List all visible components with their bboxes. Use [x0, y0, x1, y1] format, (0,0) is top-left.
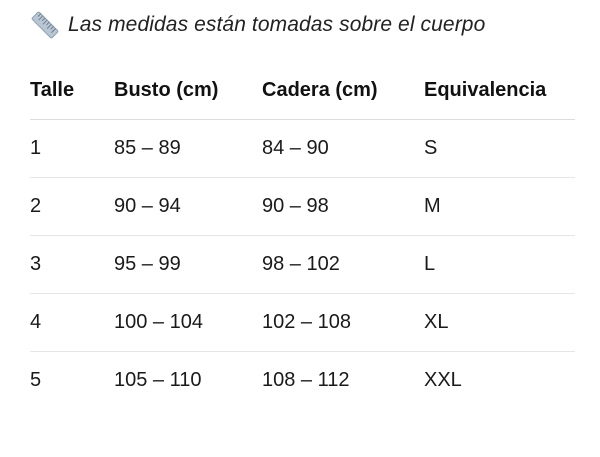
- cell-cadera: 90 – 98: [262, 177, 424, 236]
- cell-busto: 105 – 110: [114, 369, 202, 391]
- cell-equivalencia: L: [424, 235, 575, 294]
- cell-busto: 95 – 99: [114, 235, 262, 294]
- cell-equivalencia: M: [424, 177, 575, 236]
- cell-talle: 2: [30, 177, 114, 236]
- cell-cadera: 102 – 108: [262, 293, 424, 352]
- header-busto: Busto (cm): [114, 62, 262, 120]
- table-row: 3 95 – 99 98 – 102 L: [30, 235, 575, 294]
- cell-cadera: 98 – 102: [262, 235, 424, 294]
- cell-talle: 4: [30, 293, 114, 352]
- header-equivalencia: Equivalencia: [424, 62, 575, 120]
- cell-talle: 1: [30, 119, 114, 178]
- cell-busto: 100 – 104: [114, 293, 262, 352]
- ruler-icon: [31, 11, 59, 39]
- cell-equivalencia: XL: [424, 293, 575, 352]
- table-row: 4 100 – 104 102 – 108 XL: [30, 293, 575, 352]
- note-text: Las medidas están tomadas sobre el cuerp…: [68, 13, 486, 36]
- header-cadera: Cadera (cm): [262, 62, 424, 120]
- cell-equivalencia: S: [424, 119, 575, 178]
- cell-cadera: 108 – 112: [262, 369, 350, 391]
- size-table: Talle Busto (cm) Cadera (cm) Equivalenci…: [30, 62, 575, 409]
- table-row: 2 90 – 94 90 – 98 M: [30, 177, 575, 236]
- cell-busto: 90 – 94: [114, 177, 262, 236]
- cell-cadera: 84 – 90: [262, 119, 424, 178]
- cell-talle: 3: [30, 235, 114, 294]
- table-header-row: Talle Busto (cm) Cadera (cm) Equivalenci…: [30, 62, 575, 120]
- header-talle: Talle: [30, 62, 114, 120]
- table-row: 1 85 – 89 84 – 90 S: [30, 119, 575, 178]
- cell-talle: 5: [30, 369, 42, 391]
- cell-equivalencia: XXL: [424, 369, 462, 391]
- cell-busto: 85 – 89: [114, 119, 262, 178]
- table-row: 5 105 – 110 108 – 112 XXL: [30, 352, 575, 410]
- measurement-note: Las medidas están tomadas sobre el cuerp…: [30, 10, 485, 40]
